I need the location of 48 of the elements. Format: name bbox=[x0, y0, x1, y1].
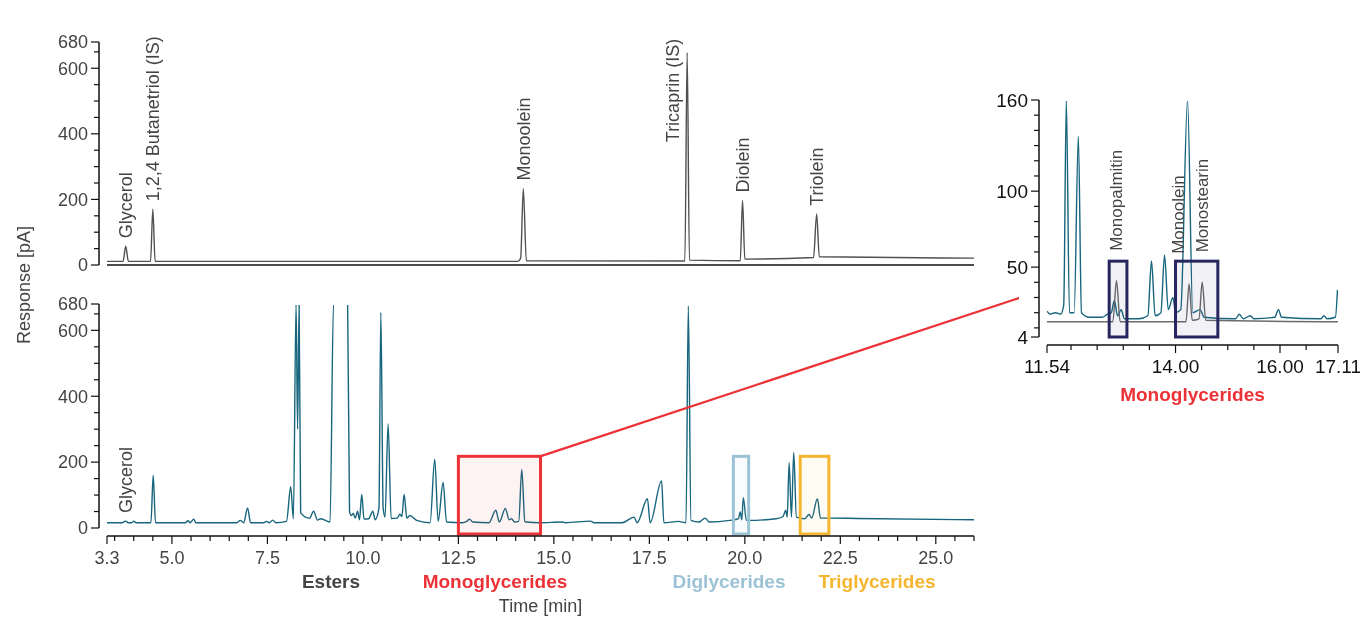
annotation: Triolein bbox=[806, 147, 827, 206]
annotation: Monoolein bbox=[1169, 175, 1189, 254]
text: Esters bbox=[301, 571, 361, 592]
x-axis-title: Monoglycerides bbox=[1120, 384, 1265, 405]
y-tick-label: 4 bbox=[1017, 326, 1029, 348]
x-axis-title: Time [min] bbox=[498, 596, 583, 616]
x-tick-label: 16.00 bbox=[1256, 356, 1304, 377]
x-tick-label: 3.3 bbox=[94, 548, 120, 568]
band-label: Diglycerides bbox=[672, 571, 786, 592]
annotation: Glycerol bbox=[116, 172, 137, 239]
y-tick-label: 0 bbox=[77, 518, 88, 539]
line-series bbox=[107, 305, 974, 524]
y-tick-label: 400 bbox=[57, 386, 88, 407]
band-label: Monoglycerides bbox=[422, 571, 568, 592]
x-tick-label: 10.0 bbox=[345, 548, 381, 568]
annotation: Glycerol bbox=[115, 447, 136, 514]
annotation: Diolein bbox=[732, 137, 753, 193]
x-tick-label: 20.0 bbox=[727, 548, 763, 568]
y-tick-label: 0 bbox=[77, 255, 88, 276]
line-series bbox=[1047, 280, 1338, 323]
x-tick-label: 11.54 bbox=[1023, 356, 1071, 377]
x-tick-label: 14.00 bbox=[1151, 356, 1200, 377]
x-tick-label: 15.0 bbox=[536, 548, 572, 568]
y-axis-title: Response [pA] bbox=[14, 225, 34, 345]
y-tick-label: 100 bbox=[996, 180, 1028, 202]
y-tick-label: 200 bbox=[57, 189, 88, 210]
annotation: Tricaprin (IS) bbox=[663, 38, 684, 143]
y-tick-label: 50 bbox=[1006, 256, 1028, 278]
y-tick-label: 600 bbox=[57, 58, 88, 79]
annotation: 1,2,4 Butanetriol (IS) bbox=[143, 36, 164, 202]
annotation: Monostearin bbox=[1193, 158, 1213, 253]
x-tick-label: 7.5 bbox=[254, 548, 280, 568]
x-tick-label: 22.5 bbox=[822, 548, 858, 568]
band-label: Triglycerides bbox=[818, 571, 936, 592]
x-tick-label: 5.0 bbox=[159, 548, 185, 568]
line-series bbox=[1047, 101, 1338, 320]
y-tick-label: 400 bbox=[57, 124, 88, 145]
y-tick-label: 160 bbox=[996, 89, 1028, 111]
annotation: Monoolein bbox=[513, 97, 534, 181]
annotation: Monopalmitin bbox=[1107, 149, 1127, 251]
x-tick-label: 17.5 bbox=[631, 548, 667, 568]
x-tick-label: 17.11 bbox=[1314, 356, 1362, 377]
y-tick-label: 680 bbox=[57, 32, 88, 53]
x-tick-label: 12.5 bbox=[440, 548, 476, 568]
y-tick-label: 600 bbox=[57, 320, 88, 341]
y-tick-label: 680 bbox=[57, 294, 88, 315]
x-tick-label: 25.0 bbox=[918, 548, 954, 568]
y-tick-label: 200 bbox=[57, 452, 88, 473]
